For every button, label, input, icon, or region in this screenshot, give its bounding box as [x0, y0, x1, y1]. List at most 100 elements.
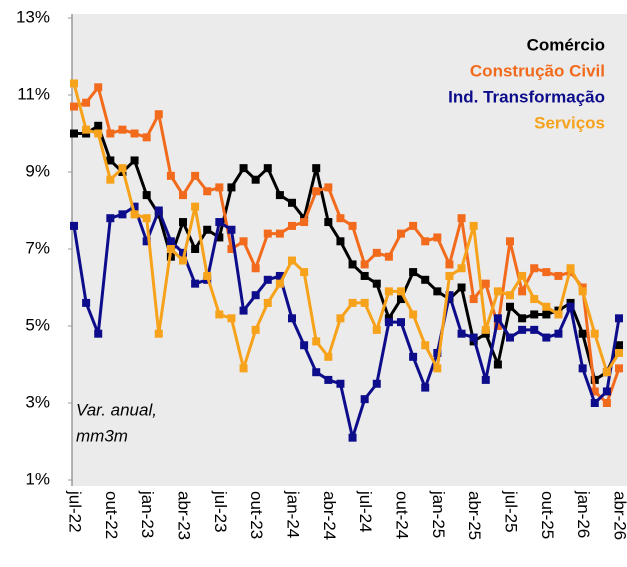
marker — [70, 221, 78, 230]
x-tick-label: jan-25 — [429, 490, 448, 538]
marker — [227, 225, 236, 234]
marker — [481, 375, 490, 384]
marker — [433, 233, 442, 242]
marker — [481, 279, 490, 288]
marker — [94, 83, 103, 92]
marker — [445, 260, 454, 269]
marker — [542, 333, 551, 342]
y-tick-label: 5% — [25, 315, 50, 334]
legend-label: Ind. Transformação — [448, 87, 605, 106]
marker — [154, 329, 163, 338]
marker — [566, 264, 575, 273]
marker — [70, 102, 78, 111]
marker — [94, 329, 103, 338]
series-line — [72, 83, 621, 374]
series-line — [72, 205, 621, 440]
marker — [542, 310, 551, 319]
marker — [70, 79, 78, 88]
marker — [506, 333, 514, 342]
marker — [130, 129, 139, 138]
marker — [118, 210, 127, 219]
marker — [348, 221, 357, 230]
marker — [263, 164, 272, 173]
marker — [239, 306, 248, 315]
marker — [82, 298, 91, 307]
marker — [215, 183, 224, 192]
marker — [336, 379, 345, 388]
marker — [384, 287, 393, 296]
marker — [118, 125, 127, 134]
marker — [94, 121, 103, 130]
marker — [590, 399, 599, 407]
marker — [506, 291, 514, 300]
series-line — [74, 124, 621, 382]
marker — [554, 329, 563, 338]
marker — [348, 298, 357, 307]
marker — [82, 98, 91, 107]
marker — [421, 383, 430, 392]
marker — [106, 156, 115, 165]
marker — [506, 237, 514, 246]
marker — [457, 283, 466, 292]
marker — [542, 268, 551, 277]
marker — [312, 337, 321, 346]
marker — [203, 225, 212, 234]
marker — [227, 314, 236, 323]
marker — [530, 325, 539, 334]
marker — [239, 237, 248, 246]
marker — [348, 260, 357, 269]
marker — [421, 237, 430, 246]
marker — [106, 214, 115, 223]
marker — [602, 387, 611, 396]
marker — [530, 295, 539, 304]
marker — [445, 271, 454, 280]
marker — [324, 218, 333, 227]
marker — [578, 287, 587, 296]
marker — [130, 210, 139, 219]
marker — [360, 260, 369, 269]
x-tick-label: jan-26 — [574, 490, 593, 538]
marker — [421, 275, 430, 284]
marker — [130, 202, 139, 211]
x-tick-label: jul-22 — [66, 490, 85, 533]
marker — [191, 245, 200, 253]
marker — [360, 298, 369, 307]
marker — [481, 325, 490, 334]
x-tick-label: out-25 — [538, 491, 557, 539]
marker — [251, 325, 260, 334]
x-tick-label: out-24 — [393, 491, 412, 539]
marker — [615, 314, 623, 323]
marker — [275, 229, 284, 238]
marker — [275, 271, 284, 280]
marker — [215, 233, 224, 242]
marker — [166, 245, 175, 253]
marker — [227, 245, 236, 253]
annotation: mm3m — [76, 426, 128, 445]
marker — [324, 375, 333, 384]
marker — [615, 341, 623, 350]
marker — [312, 164, 321, 173]
marker — [590, 387, 599, 396]
x-tick-label: abr-26 — [611, 491, 627, 540]
marker — [179, 248, 187, 257]
marker — [263, 275, 272, 284]
marker — [251, 291, 260, 300]
marker — [239, 164, 248, 173]
y-tick-label: 13% — [16, 7, 50, 26]
marker — [142, 214, 151, 223]
marker — [191, 279, 200, 288]
marker — [82, 125, 91, 134]
legend-label: Construção Civil — [470, 61, 605, 80]
marker — [106, 175, 115, 184]
marker — [179, 191, 187, 200]
marker — [397, 229, 405, 238]
marker — [203, 271, 212, 280]
annotation: Var. anual, — [76, 400, 157, 419]
x-tick-label: abr-24 — [320, 491, 339, 540]
marker — [409, 310, 418, 319]
marker — [154, 206, 163, 215]
marker — [118, 164, 127, 173]
marker — [142, 191, 151, 200]
marker — [397, 318, 405, 327]
marker — [263, 298, 272, 307]
